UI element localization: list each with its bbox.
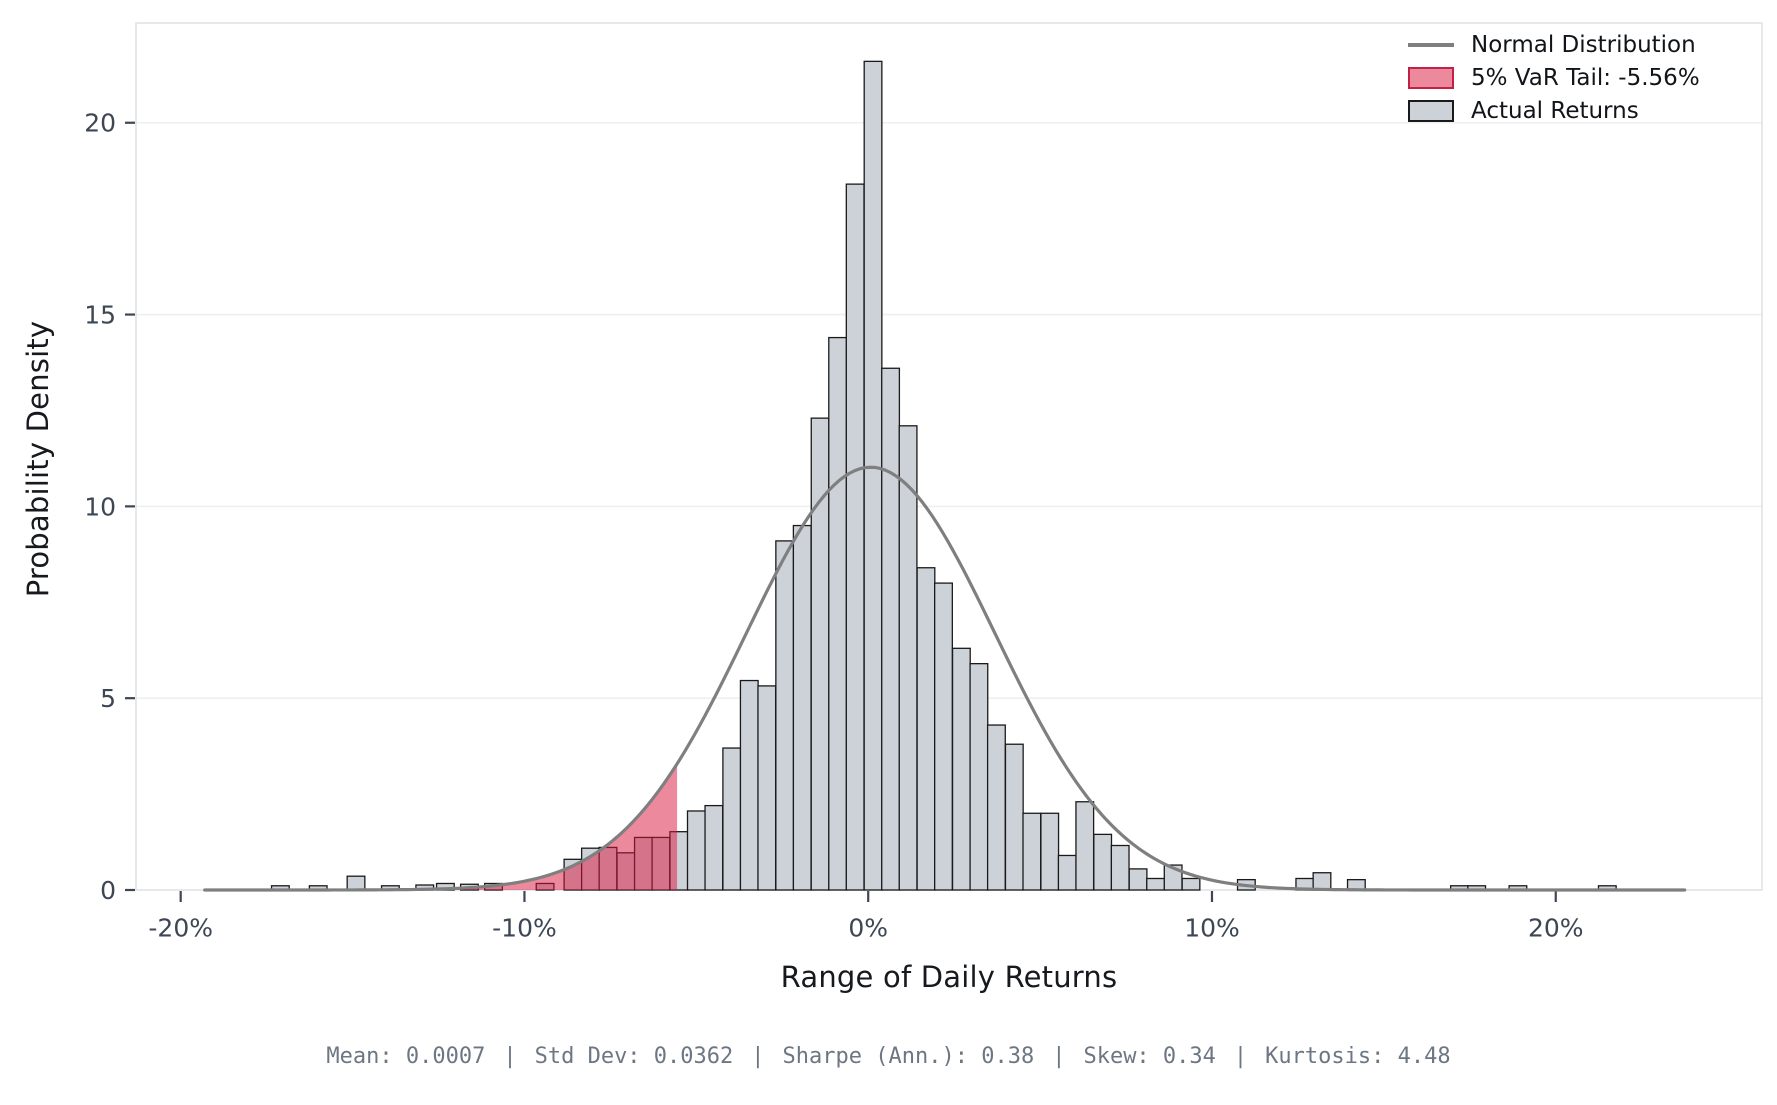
histogram-bar: [898, 425, 918, 891]
x-axis-title: Range of Daily Returns: [780, 960, 1118, 994]
histogram-bar: [845, 183, 865, 891]
histogram-bar: [757, 685, 777, 891]
stat-item: Sharpe (Ann.): 0.38: [782, 1044, 1035, 1069]
histogram-bar: [1110, 844, 1130, 891]
var-tail-patch-swatch: [1408, 67, 1454, 89]
stat-item: Std Dev: 0.0362: [534, 1044, 734, 1069]
x-tick-label: 0%: [848, 913, 888, 942]
histogram-bar: [951, 647, 971, 891]
x-tick-label: -10%: [492, 913, 557, 942]
stats-bar: Mean: 0.0007 | Std Dev: 0.0362 | Sharpe (Ann…: [0, 1044, 1777, 1069]
histogram-bar: [1075, 801, 1095, 891]
legend-item-normal-distribution: Normal Distribution: [1408, 32, 1700, 58]
histogram-bar: [1128, 868, 1148, 891]
legend-item-actual-returns: Actual Returns: [1408, 98, 1700, 124]
y-tick-label: 20: [84, 109, 116, 138]
histogram-bar: [1004, 743, 1024, 891]
var-tail-fill: [204, 763, 678, 890]
y-axis-title: Probability Density: [21, 320, 55, 598]
legend-label: 5% VaR Tail: -5.56%: [1471, 65, 1700, 91]
histogram-bar: [722, 747, 742, 891]
stat-item: Kurtosis: 4.48: [1265, 1044, 1451, 1069]
legend-label: Normal Distribution: [1471, 32, 1696, 58]
normal-curve: [203, 465, 1687, 892]
histogram-bar: [1093, 833, 1113, 891]
histogram-bar: [1057, 854, 1077, 891]
stat-separator: |: [751, 1044, 765, 1069]
histogram-bar: [686, 810, 706, 891]
histogram-bar: [969, 663, 989, 891]
stat-separator: |: [503, 1044, 517, 1069]
histogram-bar: [916, 567, 936, 891]
x-tick-label: 20%: [1528, 913, 1584, 942]
histogram-bar: [828, 336, 848, 891]
histogram-bar: [863, 60, 883, 891]
y-tick-label: 10: [84, 492, 116, 521]
normal-distribution-line-swatch: [1408, 43, 1454, 47]
actual-returns-patch-swatch: [1408, 100, 1454, 122]
histogram-bar: [1040, 812, 1060, 891]
histogram-bar: [810, 417, 830, 891]
stat-item: Mean: 0.0007: [326, 1044, 486, 1069]
y-tick-label: 15: [84, 301, 116, 330]
histogram-bar: [934, 582, 953, 891]
legend: Normal Distribution 5% VaR Tail: -5.56% …: [1408, 32, 1700, 124]
x-tick-label: 10%: [1184, 913, 1240, 942]
histogram-bar: [704, 804, 724, 891]
histogram-bar: [775, 540, 795, 891]
histogram-bar: [346, 875, 366, 891]
y-tick-label: 0: [100, 876, 116, 905]
histogram-bar: [1312, 872, 1332, 891]
histogram-bar: [792, 524, 812, 891]
stat-separator: |: [1052, 1044, 1066, 1069]
histogram-bar: [1022, 812, 1042, 891]
x-tick-label: -20%: [148, 913, 213, 942]
histogram-bar: [739, 679, 759, 891]
histogram-bar: [881, 367, 901, 891]
histogram-bar: [1146, 877, 1166, 891]
histogram-bar: [1181, 877, 1201, 891]
histogram-bar: [986, 724, 1006, 891]
y-tick-label: 5: [100, 684, 116, 713]
stat-item: Skew: 0.34: [1083, 1044, 1216, 1069]
legend-item-var-tail: 5% VaR Tail: -5.56%: [1408, 65, 1700, 91]
legend-label: Actual Returns: [1471, 98, 1639, 124]
stat-separator: |: [1233, 1044, 1248, 1069]
